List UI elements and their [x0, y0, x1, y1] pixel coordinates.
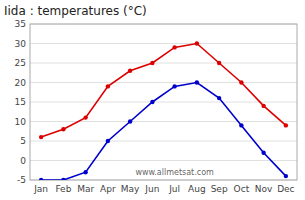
y-tick-label: 20 — [15, 78, 27, 88]
x-tick-label: Sep — [211, 184, 228, 194]
grid-line — [30, 121, 297, 122]
point — [128, 119, 132, 123]
point — [150, 61, 154, 65]
x-tick-label: Oct — [234, 184, 250, 194]
grid-line — [30, 102, 297, 103]
y-tick-label: 30 — [15, 39, 27, 49]
line — [41, 83, 286, 181]
y-tick-label: 5 — [20, 136, 26, 146]
point — [217, 61, 221, 65]
point — [284, 174, 288, 178]
y-tick-label: -5 — [17, 175, 26, 185]
y-tick-label: 35 — [15, 19, 26, 29]
annotation: www.allmetsat.com — [135, 168, 214, 177]
x-tick-label: Dec — [277, 184, 294, 194]
plot-frame — [30, 24, 297, 180]
grid-line — [30, 43, 297, 44]
point — [83, 115, 87, 119]
title: Iida : temperatures (°C) — [4, 4, 147, 18]
y-tick-label: 0 — [20, 156, 26, 166]
point — [261, 104, 265, 108]
point — [239, 80, 243, 84]
grid-line — [30, 160, 297, 161]
y-tick-label: 25 — [15, 58, 26, 68]
y-tick-label: 10 — [15, 117, 27, 127]
point — [61, 178, 65, 180]
y-tick-label: 15 — [15, 97, 26, 107]
point — [172, 45, 176, 49]
point — [150, 100, 154, 104]
point — [106, 84, 110, 88]
grid-line — [30, 82, 297, 83]
point — [217, 96, 221, 100]
line — [41, 44, 286, 138]
x-tick-label: Nov — [255, 184, 273, 194]
point — [83, 170, 87, 174]
chart-svg: Iida : temperatures (°C) -5 0 5 10 15 20 25 30 35… — [0, 0, 305, 200]
x-tick-label: Feb — [55, 184, 71, 194]
point — [239, 123, 243, 127]
x-tick-label: May — [121, 184, 140, 194]
point — [261, 151, 265, 155]
x-tick-label: Jun — [144, 184, 159, 194]
point — [195, 41, 199, 45]
grid-line — [30, 141, 297, 142]
point — [39, 178, 43, 180]
x-tick-label: Aug — [188, 184, 206, 194]
point — [128, 69, 132, 73]
x-tick-label: Mar — [77, 184, 94, 194]
chart-container: Iida : temperatures (°C) -5 0 5 10 15 20 25 30 35… — [0, 0, 305, 200]
plot-area — [39, 41, 288, 180]
point — [61, 127, 65, 131]
x-tick-label: Jan — [33, 184, 48, 194]
x-tick-label: Apr — [100, 184, 116, 194]
point — [284, 123, 288, 127]
x-tick-label: Jul — [168, 184, 180, 194]
point — [172, 84, 176, 88]
point — [195, 80, 199, 84]
grid-line — [30, 63, 297, 64]
point — [39, 135, 43, 139]
point — [106, 139, 110, 143]
